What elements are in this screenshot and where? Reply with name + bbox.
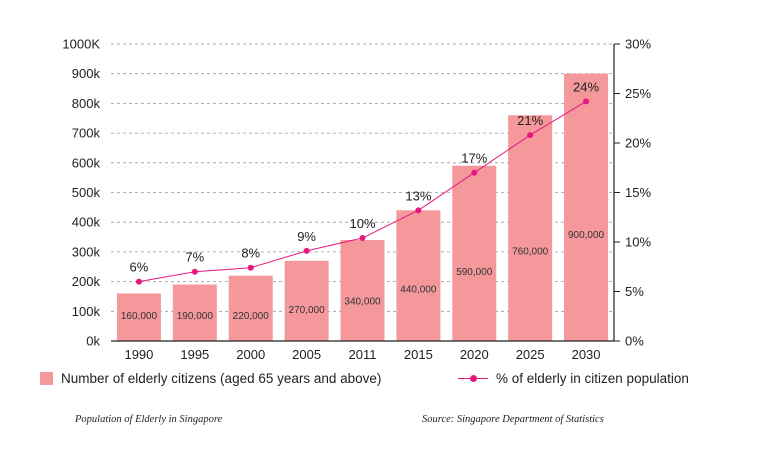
bar	[564, 73, 609, 341]
legend-item-line: % of elderly in citizen population	[458, 371, 689, 386]
left-tick-label: 400k	[72, 215, 101, 230]
line-point-label: 8%	[241, 246, 260, 261]
right-tick-label: 15%	[625, 185, 651, 200]
legend-swatch-line	[458, 372, 488, 385]
x-tick-label: 1990	[124, 347, 153, 362]
axes: 0k 100k 200k 300k 400k 500k 600k 700k 800k 900k 10…	[62, 37, 651, 363]
line-point-label: 17%	[461, 151, 487, 166]
right-tick-label: 30%	[625, 37, 651, 52]
line-point-label: 13%	[405, 188, 431, 203]
line-point	[359, 235, 366, 242]
bar-value-label: 160,000	[121, 311, 158, 322]
bar	[452, 165, 497, 341]
x-tick-label: 2030	[572, 347, 601, 362]
bar-value-label: 190,000	[177, 311, 214, 322]
left-tick-label: 600k	[72, 155, 101, 170]
bar	[340, 240, 385, 341]
x-tick-label: 2020	[460, 347, 489, 362]
right-tick-label: 5%	[625, 284, 644, 299]
left-tick-label: 900k	[72, 66, 101, 81]
bar	[228, 275, 273, 341]
bar-value-label: 590,000	[456, 267, 493, 278]
line-point-label: 21%	[517, 113, 543, 128]
bar	[284, 260, 329, 341]
left-tick-label: 1000K	[62, 37, 100, 52]
line-point	[583, 98, 590, 105]
line-point-label: 7%	[185, 250, 204, 265]
legend-item-bars: Number of elderly citizens (aged 65 year…	[40, 371, 381, 386]
bar-value-labels: 160,000 190,000 220,000 270,000 340,000 440,0…	[121, 230, 605, 322]
bar-series	[116, 73, 609, 341]
right-tick-label: 25%	[625, 86, 651, 101]
legend-label-line: % of elderly in citizen population	[496, 371, 689, 386]
bar	[396, 210, 441, 341]
left-tick-label: 100k	[72, 304, 101, 319]
left-tick-label: 200k	[72, 274, 101, 289]
legend-swatch-bar	[40, 372, 53, 385]
caption-source: Source: Singapore Department of Statisti…	[422, 414, 604, 425]
line-point	[303, 247, 310, 254]
bar-value-label: 340,000	[344, 297, 381, 308]
line-point	[415, 207, 422, 214]
bar-value-label: 220,000	[233, 311, 270, 322]
bar	[116, 293, 161, 341]
bar	[508, 115, 553, 341]
left-tick-label: 500k	[72, 185, 101, 200]
line-point	[527, 132, 534, 139]
right-tick-label: 10%	[625, 235, 651, 250]
bar-value-label: 900,000	[568, 230, 605, 241]
line-point-label: 6%	[130, 260, 149, 275]
bar-value-label: 760,000	[512, 247, 549, 258]
line-point	[191, 268, 198, 275]
x-tick-label: 2011	[349, 347, 377, 362]
bar	[172, 284, 217, 341]
line-point-label: 24%	[573, 79, 599, 94]
caption-title: Population of Elderly in Singapore	[75, 414, 223, 425]
bar-value-label: 440,000	[400, 285, 437, 296]
x-tick-label: 2005	[292, 347, 321, 362]
left-tick-label: 700k	[72, 126, 101, 141]
left-tick-label: 300k	[72, 244, 101, 259]
x-tick-label: 2000	[236, 347, 265, 362]
x-tick-label: 1995	[180, 347, 209, 362]
line-point	[247, 264, 254, 271]
line-point	[135, 278, 142, 285]
left-tick-label: 800k	[72, 96, 101, 111]
right-tick-label: 20%	[625, 136, 651, 151]
x-tick-label: 2015	[404, 347, 433, 362]
bar-value-label: 270,000	[289, 305, 326, 316]
legend-label-bars: Number of elderly citizens (aged 65 year…	[61, 371, 382, 386]
left-tick-label: 0k	[86, 334, 100, 349]
right-tick-label: 0%	[625, 334, 644, 349]
line-series: 6% 7% 8% 9% 10% 13% 17% 21% 24%	[130, 79, 599, 285]
line-point-label: 10%	[349, 216, 375, 231]
x-tick-label: 2025	[516, 347, 545, 362]
line-point	[471, 169, 478, 176]
line-point-label: 9%	[297, 229, 316, 244]
